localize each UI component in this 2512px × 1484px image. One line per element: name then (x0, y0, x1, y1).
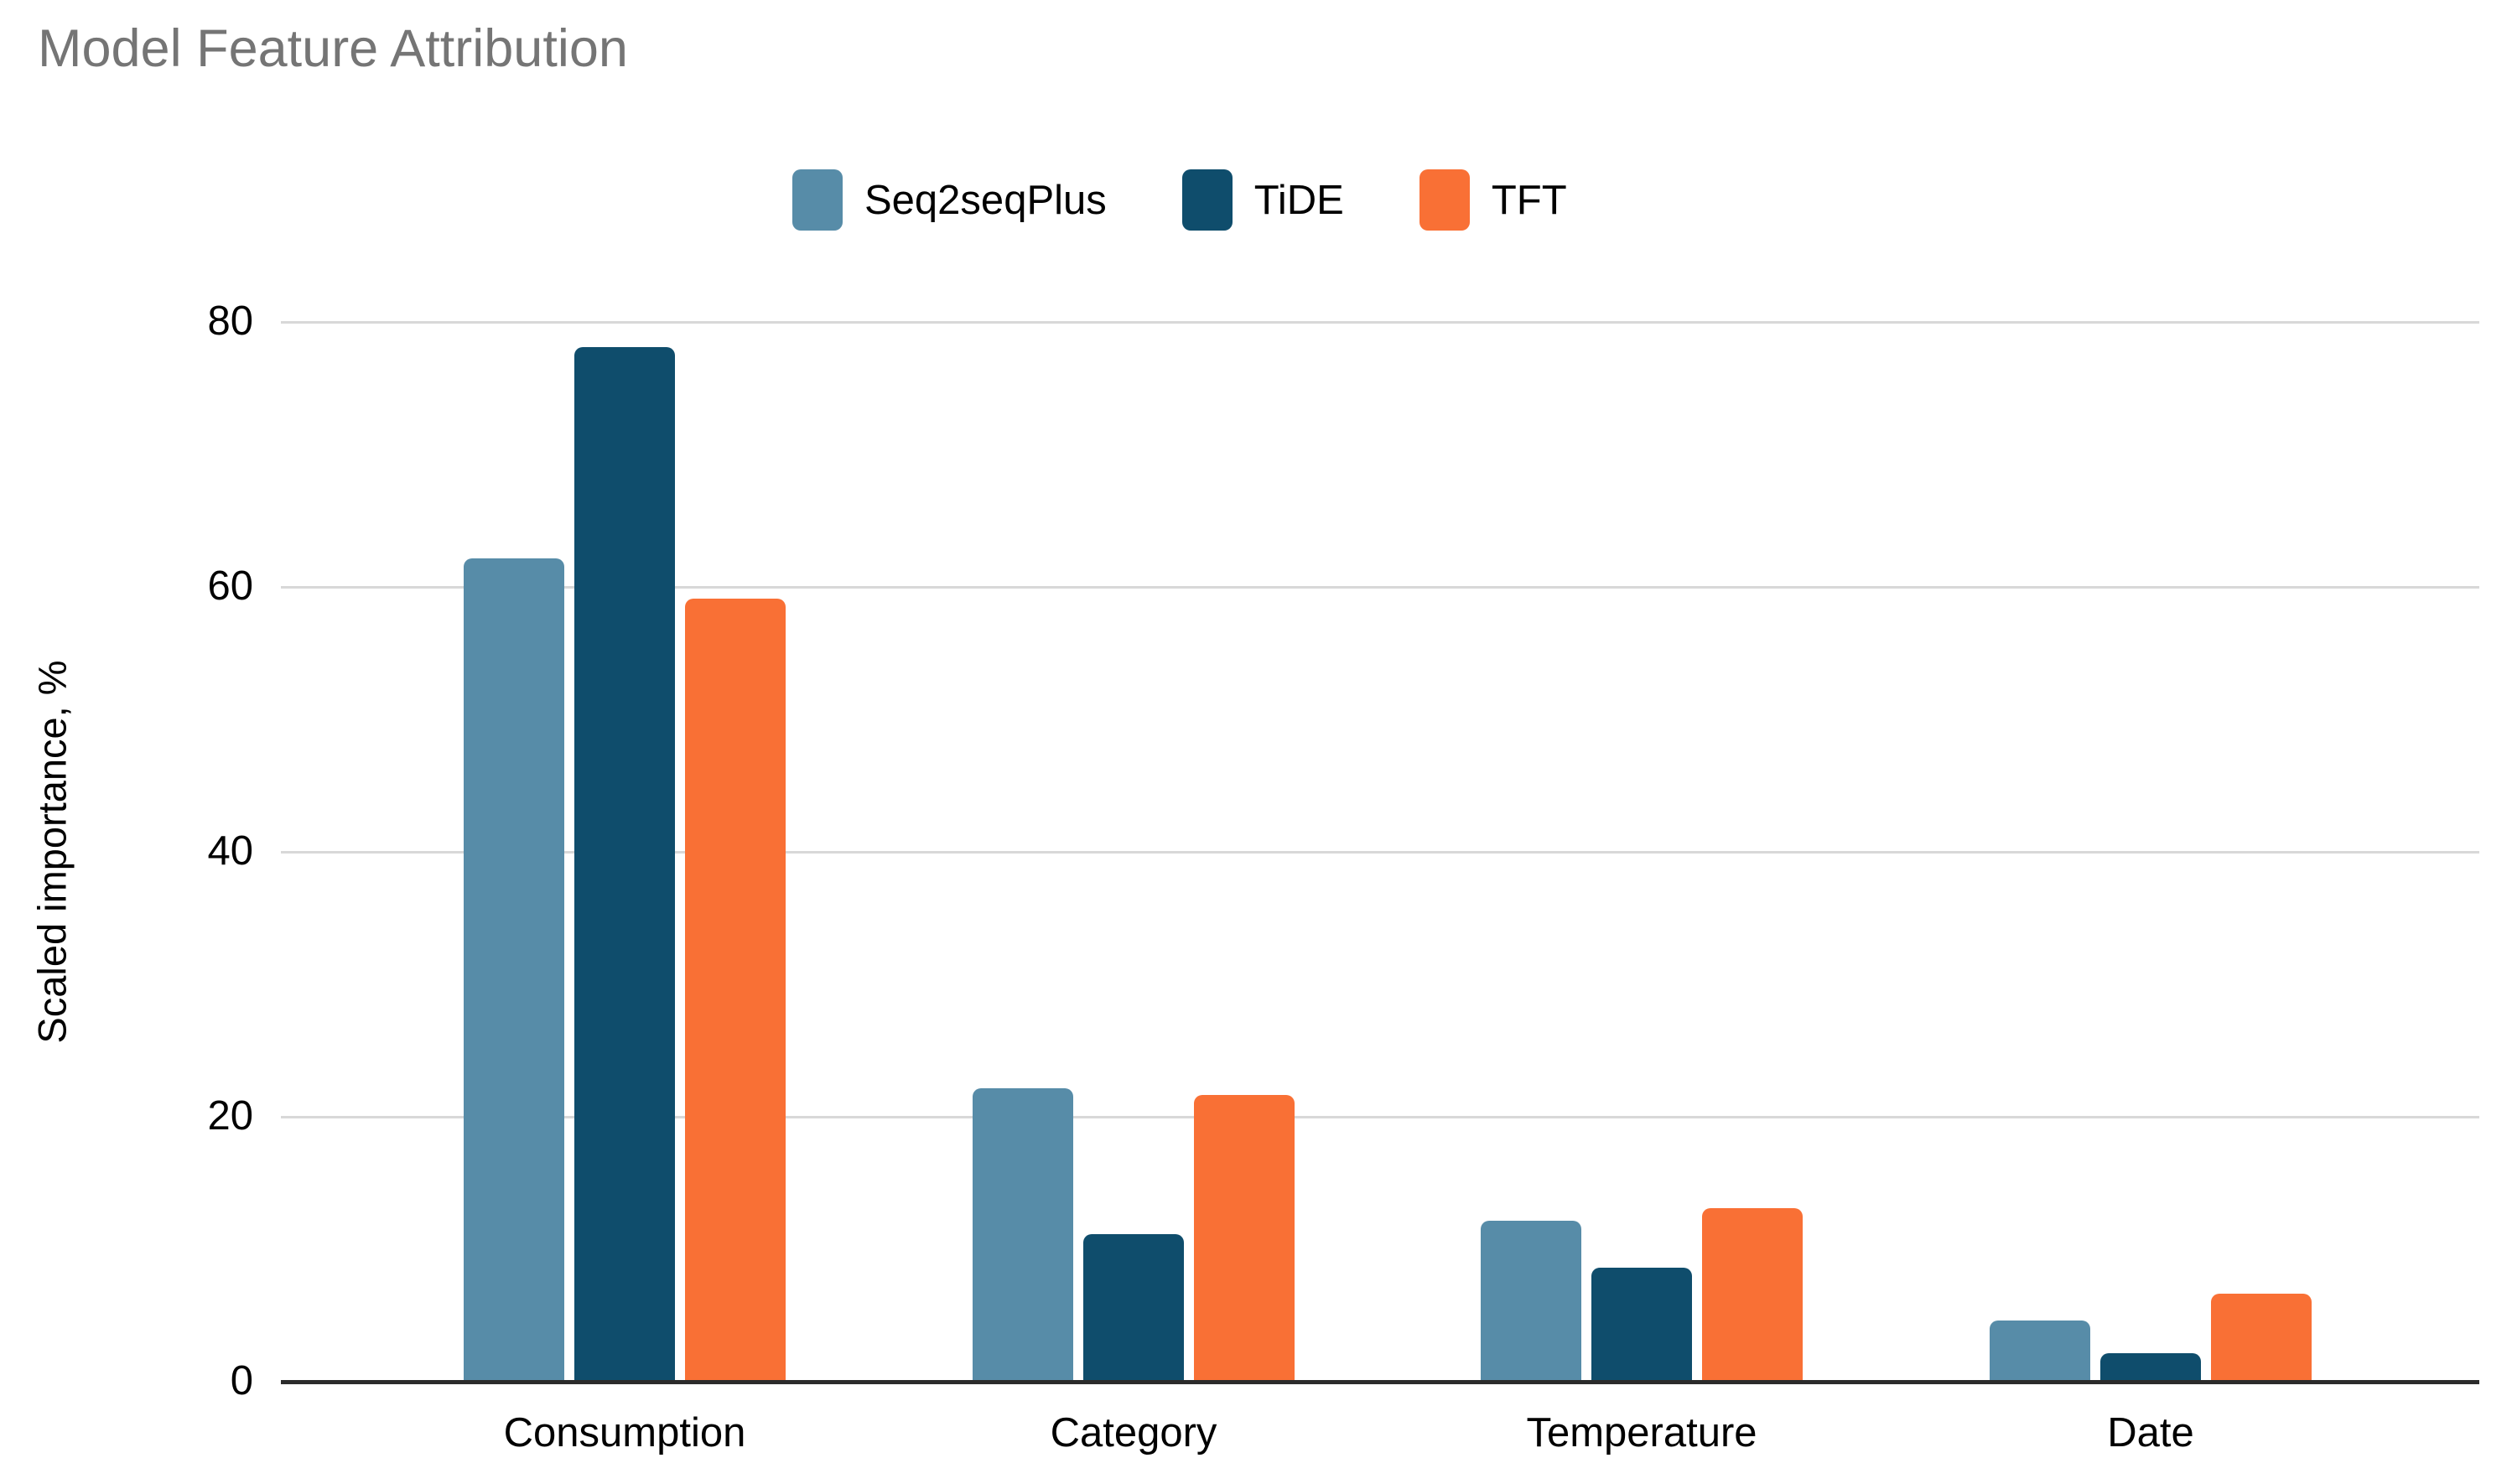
chart-title: Model Feature Attribution (38, 19, 628, 78)
legend-item-seq2seqplus: Seq2seqPlus (792, 169, 1107, 231)
gridline-y-20 (281, 1116, 2479, 1118)
y-tick-label-0: 0 (230, 1358, 253, 1404)
bar-category-tide (1083, 1234, 1184, 1380)
bar-consumption-tide (574, 347, 675, 1380)
bar-temperature-tide (1591, 1268, 1692, 1380)
gridline-y-80 (281, 321, 2479, 324)
x-tick-label-temperature: Temperature (1526, 1410, 1757, 1455)
gridline-y-40 (281, 851, 2479, 854)
y-tick-label-80: 80 (207, 298, 253, 344)
legend-label-tft: TFT (1491, 177, 1567, 223)
gridline-y-60 (281, 586, 2479, 589)
bar-category-tft (1194, 1095, 1295, 1380)
bar-temperature-tft (1702, 1208, 1803, 1380)
legend: Seq2seqPlus TiDE TFT (792, 169, 1567, 231)
legend-label-tide: TiDE (1253, 177, 1344, 223)
legend-swatch-tft (1419, 169, 1470, 231)
bar-consumption-tft (685, 599, 786, 1380)
y-tick-label-60: 60 (207, 563, 253, 609)
legend-swatch-seq2seqplus (792, 169, 843, 231)
y-tick-label-40: 40 (207, 828, 253, 874)
bar-date-tft (2211, 1294, 2312, 1380)
legend-swatch-tide (1181, 169, 1233, 231)
bar-date-seq2seqplus (1990, 1321, 2090, 1380)
y-tick-label-20: 20 (207, 1093, 253, 1139)
x-tick-label-category: Category (1050, 1410, 1217, 1455)
bar-date-tide (2100, 1353, 2201, 1380)
bar-consumption-seq2seqplus (464, 558, 564, 1380)
legend-label-seq2seqplus: Seq2seqPlus (864, 177, 1107, 223)
x-tick-label-consumption: Consumption (503, 1410, 746, 1455)
legend-item-tide: TiDE (1181, 169, 1344, 231)
x-tick-label-date: Date (2107, 1410, 2194, 1455)
bar-category-seq2seqplus (973, 1088, 1073, 1380)
x-axis-baseline (281, 1380, 2479, 1384)
legend-item-tft: TFT (1419, 169, 1567, 231)
bar-temperature-seq2seqplus (1481, 1221, 1581, 1380)
